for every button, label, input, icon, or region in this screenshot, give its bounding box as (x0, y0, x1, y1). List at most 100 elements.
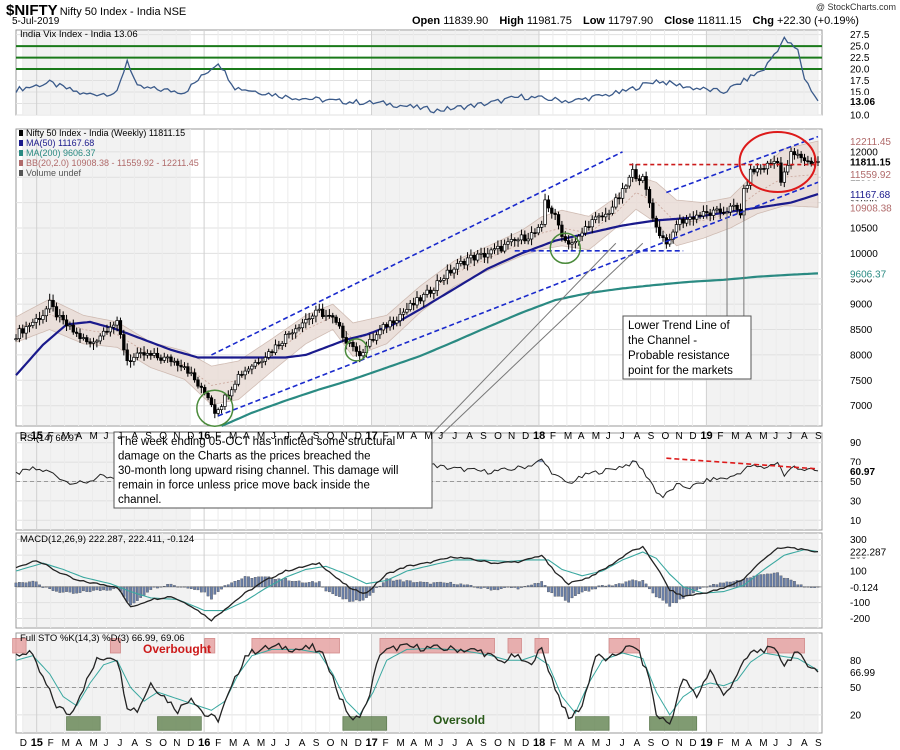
macd-histogram-bar (654, 586, 658, 598)
price-bar-body (526, 238, 530, 242)
price-bar-body (243, 370, 247, 376)
price-bar-body (115, 320, 119, 326)
price-bar-body (223, 394, 227, 407)
macd-histogram-bar (419, 581, 422, 587)
month-tick-label: F (215, 431, 221, 442)
macd-histogram-bar (574, 586, 577, 596)
price-bar-body (759, 168, 763, 170)
macd-histogram-bar (483, 586, 486, 588)
price-bar-body (142, 352, 146, 356)
macd-histogram-bar (536, 582, 540, 587)
price-bar-body (206, 392, 210, 399)
macd-histogram-bar (651, 586, 655, 594)
price-bar-body (354, 346, 358, 352)
macd-histogram-bar (688, 586, 692, 595)
macd-histogram-bar (749, 577, 752, 587)
price-bar-body (21, 328, 25, 334)
month-tick-label: S (480, 738, 487, 749)
month-tick-label: 16 (198, 430, 210, 442)
month-tick-label: A (76, 431, 83, 442)
macd-histogram-bar (472, 586, 476, 588)
month-tick-label: A (801, 431, 808, 442)
price-bar-body (27, 325, 32, 327)
macd-histogram-bar (92, 586, 95, 591)
month-tick-label: A (801, 738, 808, 749)
macd-histogram-bar (206, 586, 210, 597)
macd-histogram-bar (199, 586, 203, 593)
price-bar-body (721, 212, 726, 214)
vix-panel: 10.012.515.017.520.022.525.027.5 (15, 29, 870, 122)
price-bar-body (425, 289, 429, 295)
macd-histogram-bar (317, 581, 321, 587)
price-value-label-bg (848, 168, 898, 181)
price-bar-body (14, 338, 18, 341)
price-bar-body (442, 278, 446, 281)
month-tick-label: M (592, 431, 600, 442)
month-tick-label: A (745, 431, 752, 442)
month-tick-label: A (299, 738, 306, 749)
macd-histogram-bar (422, 581, 426, 587)
month-tick-label: N (341, 431, 348, 442)
price-bar-body (752, 168, 756, 173)
macd-histogram-bar (287, 580, 291, 587)
price-bar-body (624, 185, 628, 189)
macd-histogram-bar (354, 586, 358, 601)
price-bar-body (496, 245, 500, 250)
macd-histogram-bar (769, 573, 773, 587)
month-tick-label: J (285, 431, 290, 442)
macd-histogram-bar (18, 582, 21, 587)
macd-histogram-bar (142, 586, 146, 596)
macd-histogram-bar (759, 574, 763, 587)
annotation-line: remain in force unless price move back i… (118, 480, 370, 492)
macd-histogram-bar (560, 586, 564, 597)
price-bar-body (627, 176, 631, 187)
macd-histogram-bar (755, 574, 759, 587)
price-bar-body (361, 352, 365, 357)
macd-histogram-bar (301, 582, 304, 587)
price-bar-body (108, 326, 113, 333)
month-tick-label: A (466, 431, 473, 442)
price-bar-body (290, 332, 294, 335)
macd-histogram-bar (570, 586, 574, 599)
price-bar-body (455, 263, 460, 270)
price-bar-body (631, 169, 635, 178)
vix-tick-label: 25.0 (850, 42, 870, 53)
macd-histogram-bar (290, 581, 294, 587)
price-bar-body (529, 232, 534, 240)
price-value-label: 10908.38 (850, 203, 892, 214)
macd-histogram-bar (223, 585, 227, 587)
month-tick-label: A (131, 738, 138, 749)
month-tick-label: A (299, 431, 306, 442)
price-bar-body (17, 328, 22, 340)
macd-histogram-bar (341, 586, 345, 600)
sto-tick-label: 20 (850, 710, 862, 721)
price-bar-body (304, 319, 308, 324)
macd-histogram-bar (58, 586, 62, 593)
price-bar-body (438, 279, 443, 282)
price-bar-body (58, 315, 62, 318)
sto-overbought-zone (767, 638, 805, 654)
macd-histogram-bar (563, 586, 567, 601)
price-value-label: 11811.15 (850, 157, 891, 168)
price-bar-body (499, 245, 503, 252)
price-bar-body (543, 199, 547, 225)
month-tick-label: A (634, 431, 641, 442)
price-bar-body (112, 324, 116, 328)
price-bar-body (172, 360, 177, 363)
macd-histogram-bar (375, 586, 378, 588)
macd-histogram-bar (34, 581, 38, 587)
macd-histogram-bar (270, 578, 274, 587)
macd-histogram-bar (476, 586, 480, 589)
price-bar-body (101, 330, 106, 337)
price-bar-body (209, 397, 214, 406)
price-bar-body (294, 328, 298, 334)
price-bar-body (533, 232, 537, 234)
macd-histogram-bar (671, 586, 675, 603)
month-tick-label: N (675, 431, 682, 442)
macd-histogram-bar (809, 586, 813, 588)
vix-tick-label: 20.0 (850, 65, 870, 76)
price-bar-body (472, 254, 476, 261)
month-tick-label: M (731, 738, 739, 749)
price-bar-body (381, 324, 385, 331)
